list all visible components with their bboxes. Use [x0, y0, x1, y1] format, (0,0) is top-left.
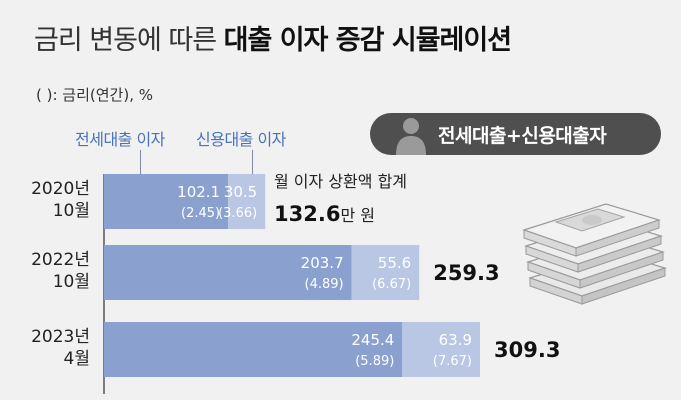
total-number: 132.6 [274, 202, 340, 226]
bar-value-deposit: 102.1 [177, 183, 220, 201]
bar-rate-credit: (6.67) [372, 277, 411, 292]
bar-credit [351, 245, 420, 300]
badge-text: 전세대출+신용대출자 [438, 124, 607, 147]
bar-value-deposit: 203.7 [301, 254, 344, 272]
bar-value-credit: 55.6 [378, 254, 411, 272]
title-bold: 대출 이자 증감 시뮬레이션 [223, 25, 512, 56]
borrower-badge: 전세대출+신용대출자 [370, 113, 661, 155]
money-stack-icon [520, 190, 670, 310]
category-label-line: 2023년 [31, 327, 90, 347]
person-icon [390, 113, 432, 155]
unit-note: ( ): 금리(연간), % [36, 86, 153, 104]
title-light: 금리 변동에 따른 [34, 25, 217, 56]
category-label-line: 4월 [64, 349, 90, 369]
legend-credit: 신용대출 이자 [196, 130, 286, 149]
category-label-line: 10월 [53, 272, 90, 292]
bar-rate-deposit: (4.89) [305, 277, 344, 292]
bar-deposit [104, 174, 229, 229]
bar-credit [402, 322, 480, 377]
legend-leader-credit [252, 150, 253, 176]
total-value: 132.6만 원 [274, 202, 375, 226]
bar-deposit [104, 322, 403, 377]
legend-leader-deposit [140, 150, 141, 176]
bar-value-credit: 30.5 [224, 183, 257, 201]
total-value: 309.3 [494, 338, 560, 362]
bar-rate-credit: (3.66) [218, 206, 257, 221]
total-value: 259.3 [433, 261, 499, 285]
chart-title: 금리 변동에 따른 대출 이자 증감 시뮬레이션 [34, 18, 512, 57]
bar-rate-credit: (7.67) [433, 354, 472, 369]
bar-credit [228, 174, 266, 229]
category-label-line: 2022년 [31, 250, 90, 270]
category-label-line: 2020년 [31, 179, 90, 199]
bar-value-credit: 63.9 [439, 331, 472, 349]
category-label-line: 10월 [53, 201, 90, 221]
bar-value-deposit: 245.4 [351, 331, 394, 349]
legend-deposit: 전세대출 이자 [75, 130, 165, 149]
bar-deposit [104, 245, 352, 300]
total-note: 월 이자 상환액 합계 [274, 172, 407, 191]
bar-rate-deposit: (5.89) [355, 354, 394, 369]
bar-rate-deposit: (2.45) [181, 206, 220, 221]
total-unit: 만 원 [340, 206, 375, 225]
